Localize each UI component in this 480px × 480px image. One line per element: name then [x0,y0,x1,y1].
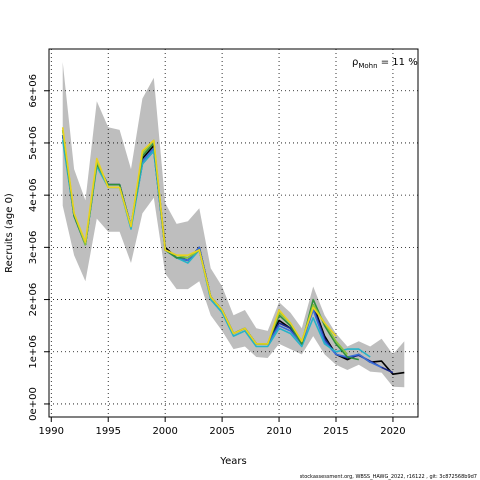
mohn-rho-annotation: ρMohn = 11 % [352,57,418,70]
y-axis: 0e+00 1e+06 2e+06 3e+06 4e+06 5e+06 6e+06 [28,74,49,421]
footer-credit: stockassessment.org, WBSS_HAWG_2022, r16… [300,474,477,480]
confidence-band [62,62,405,388]
y-tick-label: 0e+00 [28,387,39,421]
x-axis: 1990 1995 2000 2005 2010 2015 2020 [39,417,406,437]
y-tick-label: 5e+06 [28,126,39,160]
x-tick-label: 2015 [323,426,348,437]
x-tick-label: 1990 [39,426,64,437]
mohn-rho-subscript: Mohn [358,62,377,70]
plot-frame [48,48,419,418]
mohn-rho-value: = 11 % [378,57,418,68]
x-tick-label: 2010 [266,426,291,437]
mohn-rho-symbol: ρ [352,57,358,68]
y-axis-title: Recruits (age 0) [4,193,15,273]
y-tick-label: 6e+06 [28,74,39,108]
x-tick-label: 2005 [209,426,234,437]
x-tick-label: 1995 [95,426,120,437]
y-tick-label: 2e+06 [28,283,39,317]
series-layer [61,127,405,376]
y-tick-label: 4e+06 [28,178,39,212]
grid-layer [49,49,418,417]
y-tick-label: 3e+06 [28,231,39,265]
series-line-6 [61,127,337,345]
x-axis-title: Years [219,456,246,467]
x-tick-label: 2000 [152,426,177,437]
y-tick-label: 1e+06 [28,335,39,369]
confidence-band-layer [62,62,405,388]
x-tick-label: 2020 [380,426,405,437]
